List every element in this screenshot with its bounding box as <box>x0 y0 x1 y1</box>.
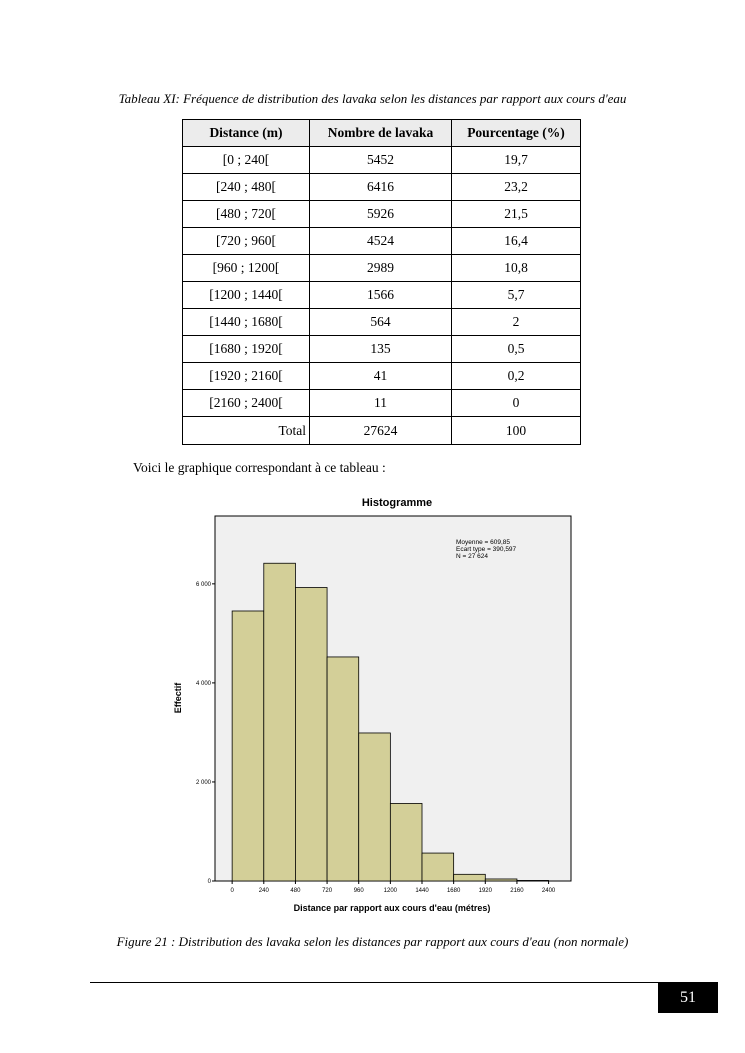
x-axis-label: Distance par rapport aux cours d'eau (mé… <box>294 903 491 913</box>
histogram-bar <box>453 873 486 882</box>
x-tick-label: 240 <box>259 888 270 894</box>
table-row: [2160 ; 2400[11 0 <box>182 389 581 417</box>
x-tick-label: 1200 <box>384 888 398 894</box>
footer-rule <box>90 982 718 983</box>
count-cell: 5926 <box>309 200 452 228</box>
x-tick-label: 1920 <box>479 888 493 894</box>
histogram-bar <box>358 732 391 882</box>
x-tick-label: 0 <box>230 888 234 894</box>
distance-cell: [1200 ; 1440[ <box>182 281 310 309</box>
table-row: [0 ; 240[5452 19,7 <box>182 146 581 174</box>
x-tick-label: 2400 <box>542 888 556 894</box>
x-tick-label: 1440 <box>415 888 429 894</box>
table-row: [1440 ; 1680[564 2 <box>182 308 581 336</box>
count-cell: 564 <box>309 308 452 336</box>
x-tick-label: 480 <box>290 888 301 894</box>
count-cell: 5452 <box>309 146 452 174</box>
page-number: 51 <box>658 983 718 1013</box>
stat-n: N = 27 624 <box>456 553 488 560</box>
table-caption: Tableau XI: Fréquence de distribution de… <box>118 91 627 106</box>
percent-cell: 21,5 <box>451 200 581 228</box>
y-tick-label: 4 000 <box>196 681 212 687</box>
count-cell: 6416 <box>309 173 452 201</box>
stat-mean: Moyenne = 609,85 <box>456 539 510 546</box>
percent-cell: 10,8 <box>451 254 581 282</box>
histogram-bar <box>295 587 328 882</box>
distance-cell: [240 ; 480[ <box>182 173 310 201</box>
table-header-row: Distance (m) Nombre de lavaka Pourcentag… <box>182 119 581 147</box>
distance-cell: [1440 ; 1680[ <box>182 308 310 336</box>
x-tick-label: 960 <box>354 888 365 894</box>
count-cell: 135 <box>309 335 452 363</box>
histogram-bar <box>516 880 549 882</box>
y-tick-label: 2 000 <box>196 780 212 786</box>
total-percent: 100 <box>451 416 581 445</box>
y-axis-label: Effectif <box>173 682 183 714</box>
table-row: [1920 ; 2160[41 0,2 <box>182 362 581 390</box>
count-cell: 1566 <box>309 281 452 309</box>
total-count: 27624 <box>309 416 452 445</box>
table-row: [480 ; 720[5926 21,5 <box>182 200 581 228</box>
distance-cell: [1680 ; 1920[ <box>182 335 310 363</box>
histogram-bar <box>263 562 296 882</box>
stat-stddev: Ecart type = 390,597 <box>456 546 517 553</box>
percent-cell: 5,7 <box>451 281 581 309</box>
count-cell: 11 <box>309 389 452 417</box>
percent-cell: 0 <box>451 389 581 417</box>
histogram-bar <box>484 878 518 882</box>
histogram-bar <box>421 852 455 882</box>
percent-cell: 16,4 <box>451 227 581 255</box>
total-label: Total <box>182 416 310 445</box>
histogram-bar <box>389 803 423 882</box>
percent-cell: 0,2 <box>451 362 581 390</box>
percent-cell: 2 <box>451 308 581 336</box>
histogram-bar <box>231 610 265 882</box>
x-tick-label: 2160 <box>510 888 524 894</box>
distance-cell: [960 ; 1200[ <box>182 254 310 282</box>
y-tick-label: 6 000 <box>196 582 212 588</box>
count-cell: 4524 <box>309 227 452 255</box>
histogram-bar <box>326 656 360 882</box>
percent-cell: 23,2 <box>451 173 581 201</box>
table-row: [1680 ; 1920[135 0,5 <box>182 335 581 363</box>
header-count: Nombre de lavaka <box>309 119 452 147</box>
table-row: [720 ; 960[4524 16,4 <box>182 227 581 255</box>
intro-text: Voici le graphique correspondant à ce ta… <box>133 460 386 475</box>
table-row: [240 ; 480[6416 23,2 <box>182 173 581 201</box>
figure-caption: Figure 21 : Distribution des lavaka selo… <box>116 934 629 949</box>
distance-cell: [1920 ; 2160[ <box>182 362 310 390</box>
distance-cell: [0 ; 240[ <box>182 146 310 174</box>
table-row: [1200 ; 1440[1566 5,7 <box>182 281 581 309</box>
x-tick-label: 720 <box>322 888 333 894</box>
table-row: [960 ; 1200[2989 10,8 <box>182 254 581 282</box>
count-cell: 41 <box>309 362 452 390</box>
header-percent: Pourcentage (%) <box>451 119 581 147</box>
chart-title: Histogramme <box>362 497 432 509</box>
histogram-chart: Histogramme 0 240 480 720 960 1200 1440 1680 192… <box>173 497 572 913</box>
distance-cell: [480 ; 720[ <box>182 200 310 228</box>
x-tick-label: 1680 <box>447 888 461 894</box>
header-distance: Distance (m) <box>182 119 310 147</box>
y-tick-label: 0 <box>208 879 212 885</box>
distance-cell: [720 ; 960[ <box>182 227 310 255</box>
percent-cell: 0,5 <box>451 335 581 363</box>
count-cell: 2989 <box>309 254 452 282</box>
distance-cell: [2160 ; 2400[ <box>182 389 310 417</box>
table-total-row: Total 27624 100 <box>182 416 581 445</box>
percent-cell: 19,7 <box>451 146 581 174</box>
frequency-table: Distance (m) Nombre de lavaka Pourcentag… <box>182 119 581 445</box>
